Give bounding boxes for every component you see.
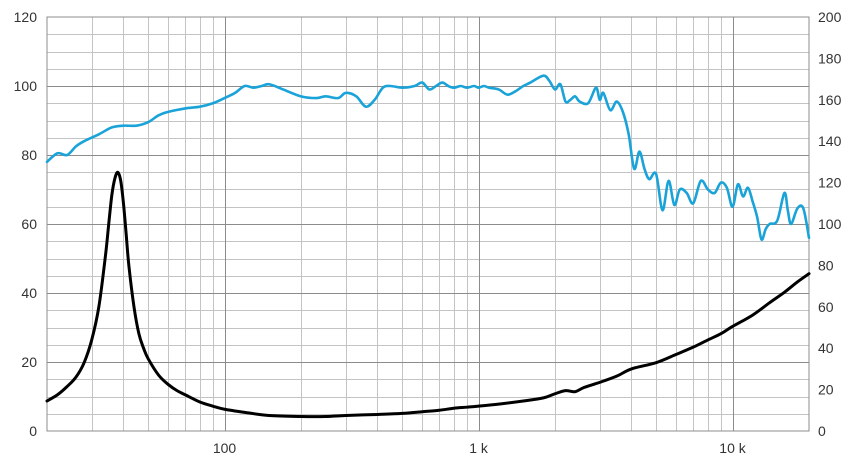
left-axis-tick-label: 40 <box>21 285 37 301</box>
right-axis-tick-label: 40 <box>818 340 834 356</box>
left-axis-tick-label: 60 <box>21 216 37 232</box>
x-axis-tick-label: 100 <box>213 440 237 456</box>
right-axis-tick-label: 100 <box>818 216 842 232</box>
series-layer <box>45 74 811 419</box>
right-axis-tick-label: 140 <box>818 133 842 149</box>
left-axis-tick-label: 120 <box>14 9 38 25</box>
x-axis-tick-label: 10 k <box>719 440 746 456</box>
impedance-curve <box>45 170 811 419</box>
x-axis-tick-label: 1 k <box>469 440 489 456</box>
right-axis-tick-label: 0 <box>818 423 826 439</box>
left-axis-tick-label: 100 <box>14 78 38 94</box>
spl-curve <box>45 74 811 242</box>
x-axis-tick-labels: 100 1 k 10 k <box>213 440 747 456</box>
right-axis-tick-label: 180 <box>818 50 842 66</box>
major-gridlines <box>47 17 809 431</box>
right-axis-tick-label: 120 <box>818 175 842 191</box>
left-axis-tick-labels: 0 20 40 60 80 100 120 <box>14 9 38 439</box>
right-axis-tick-label: 200 <box>818 9 842 25</box>
plot-area-border <box>46 16 810 432</box>
right-axis-tick-labels: 0 20 40 60 80 100 120 140 160 180 200 <box>818 9 842 439</box>
right-axis-tick-label: 60 <box>818 299 834 315</box>
left-axis-tick-label: 80 <box>21 147 37 163</box>
left-axis-tick-label: 0 <box>29 423 37 439</box>
right-axis-tick-label: 80 <box>818 257 834 273</box>
left-axis-tick-label: 20 <box>21 354 37 370</box>
right-axis-tick-label: 160 <box>818 92 842 108</box>
right-axis-tick-label: 20 <box>818 382 834 398</box>
